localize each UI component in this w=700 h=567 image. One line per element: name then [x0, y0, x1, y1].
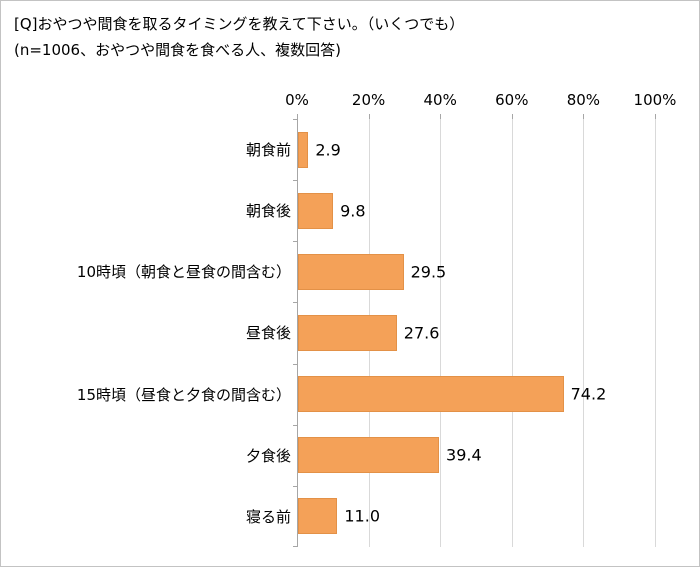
- x-axis-tick-mark: [583, 114, 585, 119]
- bar-row: 27.6: [297, 302, 655, 363]
- bar: [298, 314, 397, 351]
- bar-row: 39.4: [297, 425, 655, 486]
- chart-subtitle: (n=1006、おやつや間食を食べる人、複数回答): [14, 41, 341, 59]
- category-label-row: 朝食後: [9, 180, 291, 241]
- plot-area: 2.9 9.8 29.5 27.6 74.2 39.4 11.0: [293, 114, 656, 547]
- category-labels-column: 朝食前朝食後 10時頃（朝食と昼食の間含む） 昼食後 15時頃（昼食と夕食の間含む） 夕…: [9, 119, 291, 547]
- y-axis-tick-mark: [293, 302, 297, 304]
- bar: [298, 498, 338, 535]
- category-label-row: 昼食後: [9, 302, 291, 363]
- bar-value-label: 2.9: [315, 140, 341, 160]
- x-axis-tick-mark: [440, 114, 442, 119]
- x-axis-tick-label: 100%: [633, 91, 677, 109]
- category-label: 朝食後: [245, 202, 291, 221]
- bar-row: 9.8: [297, 180, 655, 241]
- bar-row: 74.2: [297, 364, 655, 425]
- bar-row: 29.5: [297, 241, 655, 302]
- bar-value-label: 9.8: [340, 201, 366, 221]
- gridline: [583, 119, 585, 547]
- bar: [298, 376, 564, 413]
- y-axis-tick-mark: [293, 485, 297, 487]
- x-axis-tick-mark: [368, 114, 370, 119]
- bar: [298, 192, 334, 229]
- y-axis-tick-mark: [293, 119, 297, 120]
- x-axis-tick-mark: [511, 114, 513, 119]
- gridline: [655, 119, 656, 547]
- bar: [298, 437, 440, 474]
- gridline: [440, 119, 442, 547]
- category-label: 朝食前: [245, 141, 291, 160]
- category-label-row: 夕食後: [9, 425, 291, 486]
- y-axis-tick-mark: [293, 546, 297, 547]
- x-axis-tick-label: 40%: [423, 91, 457, 109]
- x-axis-tick-mark: [297, 114, 298, 119]
- x-axis-tick-label: 20%: [351, 91, 386, 109]
- category-label-row: 15時頃（昼食と夕食の間含む）: [9, 364, 291, 425]
- category-label-row: 10時頃（朝食と昼食の間含む）: [9, 241, 291, 302]
- chart-title-block: [Q]おやつや間食を取るタイミングを教えて下さい。（いくつでも） (n=1006…: [14, 11, 464, 63]
- category-label: 夕食後: [245, 446, 291, 465]
- bar: [298, 253, 404, 290]
- y-axis-line: [297, 119, 298, 547]
- y-axis-tick-mark: [293, 180, 297, 182]
- bar-value-label: 39.4: [446, 445, 482, 465]
- bar-value-label: 11.0: [344, 506, 380, 526]
- x-axis-tick-label: 0%: [285, 91, 309, 109]
- x-axis-tick-labels: 0% 20% 40% 60% 80% 100%: [285, 91, 676, 109]
- x-axis-tick-label: 60%: [495, 91, 529, 109]
- y-axis-tick-mark: [293, 424, 297, 426]
- gridline: [511, 119, 513, 547]
- y-axis-tick-mark: [293, 241, 297, 243]
- category-label: 寝る前: [245, 507, 291, 526]
- x-axis-tick-mark: [655, 114, 656, 119]
- category-label-row: 朝食前: [9, 119, 291, 180]
- bar-row: 2.9: [297, 119, 655, 180]
- category-label: 昼食後: [245, 324, 291, 343]
- bar-value-label: 74.2: [570, 384, 607, 404]
- y-axis-tick-mark: [293, 363, 297, 365]
- x-axis-tick-label: 80%: [566, 91, 601, 109]
- category-label-row: 寝る前: [9, 486, 291, 547]
- category-label: 10時頃（朝食と昼食の間含む）: [76, 263, 291, 282]
- category-label: 15時頃（昼食と夕食の間含む）: [76, 385, 291, 404]
- bar-row: 11.0: [297, 486, 655, 547]
- chart-title: [Q]おやつや間食を取るタイミングを教えて下さい。（いくつでも）: [14, 15, 465, 33]
- bar-value-label: 27.6: [403, 323, 440, 343]
- bar-value-label: 29.5: [410, 262, 447, 282]
- bar: [298, 131, 309, 168]
